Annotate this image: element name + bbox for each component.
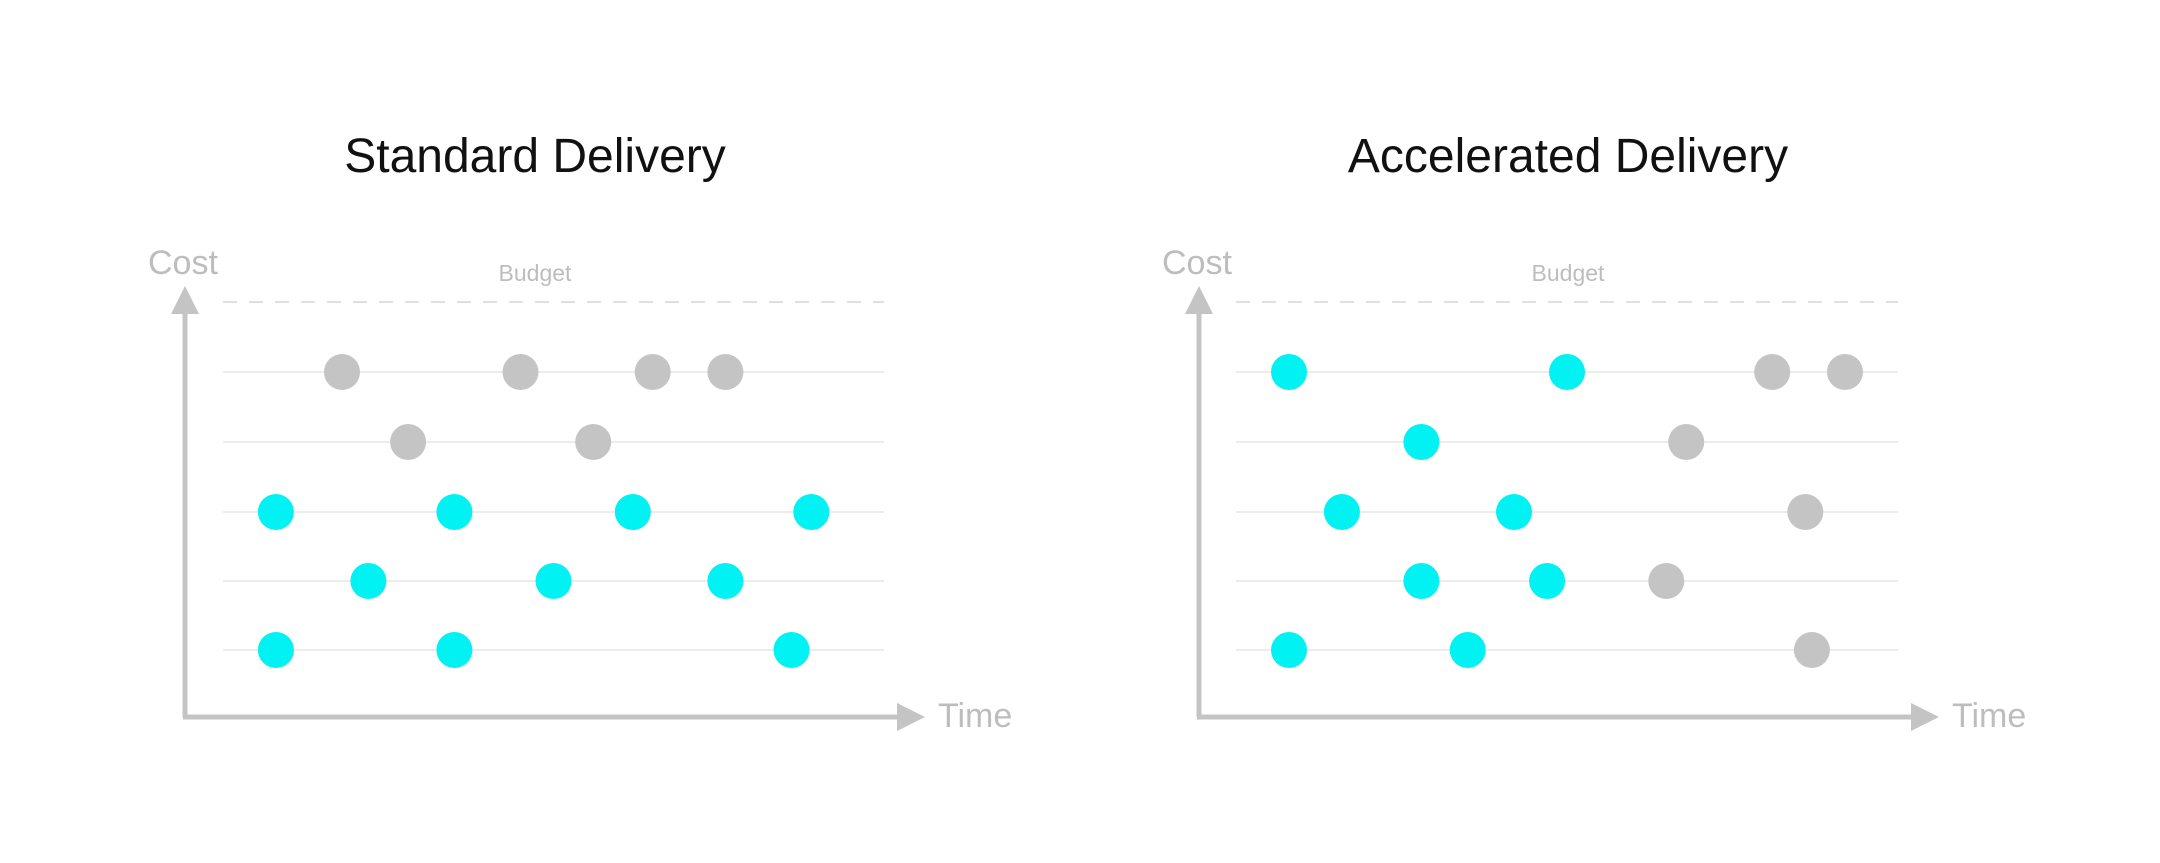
active-item-dot (1323, 494, 1360, 530)
budget-label: Budget (499, 260, 573, 286)
x-axis-arrow-icon (897, 703, 925, 731)
active-item-dot (257, 494, 294, 530)
inactive-item-dot (575, 424, 612, 460)
data-dots (1271, 354, 1863, 668)
active-item-dot (1271, 354, 1307, 390)
budget-label: Budget (1532, 260, 1606, 286)
y-axis-arrow-icon (1185, 286, 1213, 314)
y-axis-arrow-icon (171, 286, 199, 314)
x-axis-label: Time (938, 697, 1012, 735)
active-item-dot (773, 632, 810, 668)
y-axis-label: Cost (148, 244, 218, 282)
active-item-dot (535, 563, 572, 599)
panel-title: Standard Delivery (344, 130, 726, 183)
active-item-dot (1496, 494, 1532, 530)
active-item-dot (1403, 563, 1440, 599)
active-item-dot (793, 494, 830, 530)
active-item-dot (1529, 563, 1566, 599)
active-item-dot (1549, 354, 1585, 390)
active-item-dot (707, 563, 744, 599)
inactive-item-dot (1787, 494, 1824, 530)
y-axis-label: Cost (1162, 244, 1232, 282)
active-item-dot (1403, 424, 1440, 460)
inactive-item-dot (634, 354, 671, 390)
inactive-item-dot (1793, 632, 1830, 668)
x-axis-arrow-icon (1911, 703, 1939, 731)
inactive-item-dot (1648, 563, 1685, 599)
inactive-item-dot (1668, 424, 1705, 460)
active-item-dot (350, 563, 387, 599)
inactive-item-dot (502, 354, 539, 390)
active-item-dot (1271, 632, 1307, 668)
accelerated-delivery-panel: Accelerated Delivery Budget Cost Time (1162, 130, 2026, 735)
row-gridlines (223, 371, 884, 651)
active-item-dot (436, 632, 473, 668)
active-item-dot (257, 632, 294, 668)
panel-title: Accelerated Delivery (1348, 130, 1788, 183)
data-dots (257, 354, 830, 668)
x-axis-label: Time (1952, 697, 2026, 735)
inactive-item-dot (1827, 354, 1863, 390)
active-item-dot (614, 494, 651, 530)
inactive-item-dot (1754, 354, 1791, 390)
active-item-dot (436, 494, 473, 530)
inactive-item-dot (707, 354, 744, 390)
standard-delivery-panel: Standard Delivery Budget Cost Time (148, 130, 1012, 735)
inactive-item-dot (324, 354, 360, 390)
active-item-dot (1449, 632, 1486, 668)
inactive-item-dot (390, 424, 427, 460)
